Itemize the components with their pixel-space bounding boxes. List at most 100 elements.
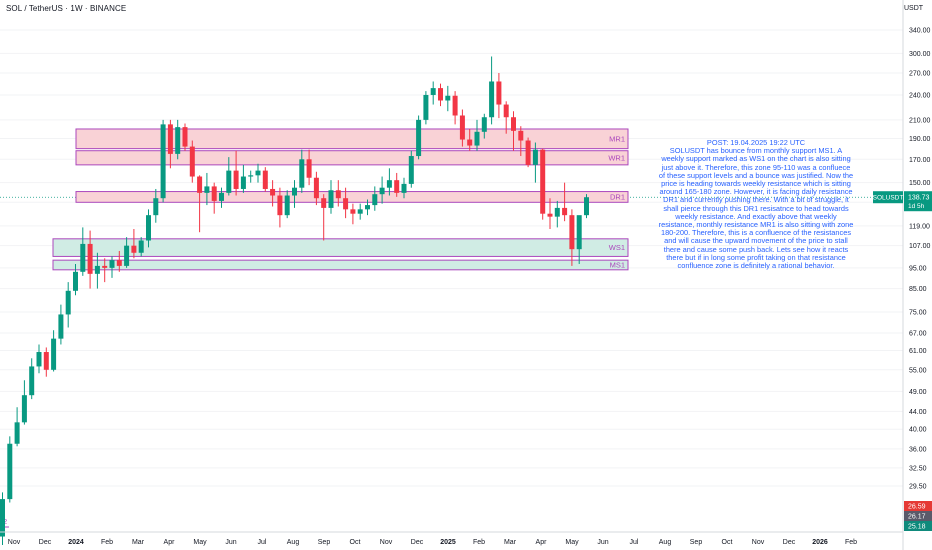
x-tick-label: Feb — [845, 539, 857, 546]
y-tick-label: 67.00 — [909, 330, 927, 337]
y-tick-label: 107.00 — [909, 243, 931, 250]
x-tick-label: Oct — [350, 539, 361, 546]
candle-body — [277, 195, 283, 216]
candle-body — [226, 170, 232, 193]
bottom-price-tag-bg — [904, 511, 932, 521]
currency-label[interactable]: USDT — [904, 5, 924, 12]
y-tick-label: 170.00 — [909, 157, 931, 164]
x-tick-label: Sep — [318, 539, 331, 546]
price-tag-bg — [904, 191, 932, 212]
x-tick-label: Jun — [597, 539, 608, 546]
candle-body — [0, 499, 5, 537]
chart-title: SOL / TetherUS · 1W · BINANCE — [6, 4, 127, 13]
x-tick-label: Aug — [287, 539, 300, 546]
candle-body — [284, 195, 290, 216]
x-tick-label: Sep — [690, 539, 703, 546]
x-tick-label: Dec — [39, 539, 52, 546]
y-tick-label: 95.00 — [909, 265, 927, 272]
x-tick-label: May — [193, 539, 207, 546]
candle-body — [365, 205, 370, 210]
y-tick-label: 85.00 — [909, 286, 927, 293]
zone-label-mr1: MR1 — [609, 134, 625, 143]
candle-body — [233, 170, 239, 189]
candle-body — [58, 314, 64, 339]
candle-body — [379, 187, 385, 195]
y-tick-label: 40.00 — [909, 427, 927, 434]
x-tick-label: Dec — [783, 539, 796, 546]
note-text: SOLUSDT has bounce from monthly support … — [658, 146, 856, 271]
candle-body — [131, 245, 137, 253]
candle-body — [299, 159, 305, 188]
analysis-note: POST: 19.04.2025 19:22 UTC SOLUSDT has b… — [658, 138, 856, 271]
candle-body — [350, 209, 356, 214]
candle-body — [219, 192, 224, 201]
candle-body — [357, 209, 363, 214]
y-tick-label: 61.00 — [909, 348, 927, 355]
candle-body — [489, 81, 495, 118]
candle-body — [576, 215, 582, 250]
x-tick-label: Jun — [225, 539, 236, 546]
candle-body — [408, 156, 414, 184]
candle-body — [518, 130, 524, 141]
candle-body — [394, 180, 400, 193]
candle-body — [372, 194, 378, 206]
x-tick-label: 2026 — [812, 539, 828, 546]
candle-body — [94, 265, 100, 274]
candle-body — [445, 95, 451, 101]
candle-body — [328, 190, 334, 208]
x-tick-label: 2025 — [440, 539, 456, 546]
x-tick-label: Oct — [722, 539, 733, 546]
price-tag-value: 138.73 — [908, 195, 930, 202]
candle-body — [430, 88, 436, 95]
x-tick-label: Mar — [132, 539, 145, 546]
candle-body — [204, 186, 210, 193]
candle-body — [503, 104, 509, 118]
x-tick-label: Dec — [411, 539, 424, 546]
candle-body — [189, 146, 195, 177]
candle-body — [73, 271, 78, 291]
zone-wr1 — [75, 150, 629, 166]
y-tick-label: 36.00 — [909, 446, 927, 453]
candle-body — [416, 119, 422, 157]
candle-body — [36, 352, 42, 367]
candle-body — [511, 117, 516, 131]
candle-body — [467, 139, 473, 146]
candle-body — [335, 190, 341, 199]
zone-label-dr1: DR1 — [610, 192, 625, 201]
candle-body — [423, 94, 429, 120]
candle-body — [481, 117, 487, 132]
y-tick-label: 55.00 — [909, 367, 927, 374]
candle-body — [102, 265, 108, 268]
candle-body — [146, 215, 151, 241]
x-axis[interactable]: Nov Dec 2024 Feb Mar Apr May Jun Jul Aug Sep Oct Nov… — [0, 531, 903, 546]
x-tick-label: Mar — [504, 539, 517, 546]
zone-ws1 — [52, 238, 629, 257]
candle-body — [87, 243, 93, 274]
candle-body — [292, 187, 297, 196]
candle-body — [7, 443, 13, 500]
candle-body — [540, 149, 546, 214]
candle-body — [182, 127, 188, 147]
candle-body — [153, 198, 159, 216]
y-tick-label: 49.00 — [909, 389, 927, 396]
candle-body — [474, 131, 480, 146]
x-tick-label: Jul — [258, 539, 267, 546]
zone-mr1 — [75, 128, 629, 150]
candle-body — [313, 177, 319, 199]
candle-body — [14, 422, 20, 444]
candle-body — [240, 176, 246, 189]
y-axis[interactable]: 340.00 300.00 270.00 240.00 210.00 190.00 170.… — [902, 0, 931, 550]
candle-body — [109, 260, 115, 268]
candle-body — [321, 198, 327, 208]
zones: MR1WR1DR1WS1MS1S2 — [0, 128, 629, 528]
candle-body — [452, 95, 458, 116]
candle-body — [167, 124, 173, 154]
candle-body — [584, 197, 589, 216]
x-tick-label: 2024 — [68, 539, 84, 546]
x-tick-label: Apr — [164, 539, 176, 546]
y-tick-label: 240.00 — [909, 92, 931, 99]
candle-body — [562, 207, 568, 216]
candle-body — [569, 215, 575, 250]
candle-body — [51, 338, 57, 370]
